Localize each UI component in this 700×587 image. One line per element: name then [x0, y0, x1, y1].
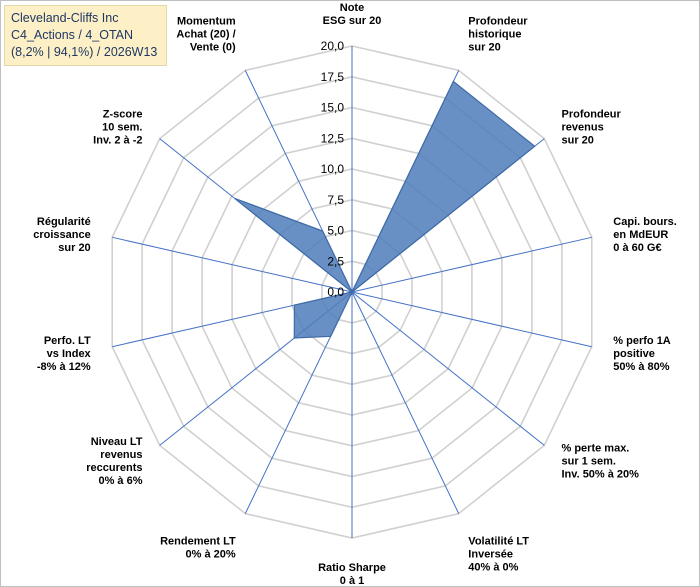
axis-line — [351, 291, 460, 514]
series-area — [234, 80, 536, 339]
axis-line — [351, 236, 592, 293]
tick-label: 10,0 — [321, 162, 345, 176]
axis-category-label: Ratio Sharpe 0 à 1 — [318, 562, 386, 587]
tick-label: 5,0 — [327, 224, 344, 238]
axis-category-label: Profondeur historique sur 20 — [468, 16, 528, 54]
tick-label: 20,0 — [321, 39, 345, 53]
stock-metrics: (8,2% | 94,1%) / 2026W13 — [11, 45, 158, 59]
stock-name: Cleveland-Cliffs Inc — [11, 11, 119, 25]
axis-category-label: Momentum Achat (20) / Vente (0) — [176, 16, 236, 54]
axis-category-label: Z-score 10 sem. Inv. 2 à -2 — [93, 108, 142, 146]
axis-category-label: Rendement LT 0% à 20% — [160, 536, 236, 561]
tick-label: 2,5 — [327, 254, 344, 268]
axis-line — [351, 291, 545, 446]
axis-category-label: Capi. bours. en MdEUR 0 à 60 G€ — [613, 216, 677, 254]
tick-label: 15,0 — [321, 101, 345, 115]
axis-category-label: Profondeur revenus sur 20 — [562, 108, 622, 146]
axis-line — [112, 236, 353, 293]
axis-category-label: % perte max. sur 1 sem. Inv. 50% à 20% — [562, 443, 640, 481]
axis-category-label: Perfo. LT vs Index -8% à 12% — [37, 335, 92, 373]
stock-info-box: Cleveland-Cliffs Inc C4_Actions / 4_OTAN… — [4, 5, 167, 66]
tick-label: 12,5 — [321, 131, 345, 145]
axis-category-label: % perfo 1A positive 50% à 80% — [613, 335, 671, 373]
axis-category-label: Volatilité LT Inversée 40% à 0% — [468, 536, 529, 574]
stock-category: C4_Actions / 4_OTAN — [11, 28, 134, 42]
axis-category-label: Régularité croissance sur 20 — [33, 216, 90, 254]
tick-label: 7,5 — [327, 193, 344, 207]
axis-category-label: Note ESG sur 20 — [323, 2, 382, 27]
tick-label: 0,0 — [327, 285, 344, 299]
tick-label: 17,5 — [321, 70, 345, 84]
axis-line — [351, 291, 592, 348]
axis-category-label: Niveau LT revenus reccurents 0% à 6% — [86, 436, 143, 487]
